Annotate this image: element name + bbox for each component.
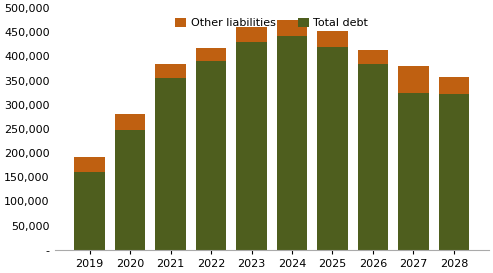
Bar — [358, 50, 388, 64]
Bar — [439, 77, 469, 94]
Bar — [115, 114, 145, 130]
Bar — [398, 66, 428, 93]
Bar — [236, 42, 267, 250]
Bar — [236, 26, 267, 42]
Bar — [74, 157, 105, 173]
Bar — [317, 47, 348, 250]
Bar — [439, 94, 469, 250]
Bar — [277, 20, 307, 36]
Bar — [317, 31, 348, 47]
Bar — [398, 93, 428, 250]
Bar — [74, 173, 105, 250]
Bar — [115, 130, 145, 250]
Bar — [358, 64, 388, 250]
Bar — [277, 36, 307, 250]
Bar — [155, 64, 186, 78]
Legend: Other liabilities, Total debt: Other liabilities, Total debt — [171, 14, 373, 33]
Bar — [196, 61, 226, 250]
Bar — [196, 48, 226, 61]
Bar — [155, 78, 186, 250]
